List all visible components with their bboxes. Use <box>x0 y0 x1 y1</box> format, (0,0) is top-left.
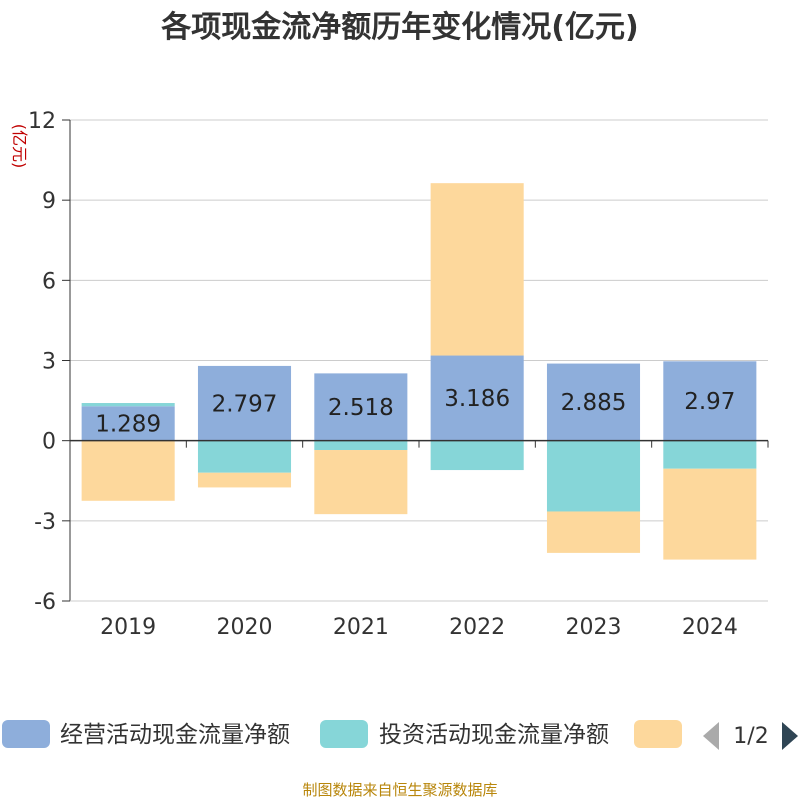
y-tick-label: -3 <box>34 510 56 535</box>
x-tick-label: 2020 <box>217 615 273 640</box>
bar-2019-s1 <box>81 403 175 407</box>
bar-2024-s1 <box>663 440 757 469</box>
bar-value-label: 2.797 <box>212 391 278 417</box>
bar-2022-s0 <box>430 355 524 441</box>
legend-prev-page-icon[interactable] <box>703 722 719 750</box>
bar-value-label: 3.186 <box>444 386 510 412</box>
legend-swatch-third <box>634 720 682 748</box>
legend-swatch-operating <box>2 720 50 748</box>
bar-labels: 1.289 2.797 2.518 3.186 2.885 2.97 <box>95 386 735 437</box>
legend-item-third[interactable] <box>634 720 682 748</box>
legend: 经营活动现金流量净额 投资活动现金流量净额 1/2 <box>2 720 798 750</box>
bar-2021-s0 <box>314 373 408 441</box>
bar-value-label: 2.97 <box>684 389 735 415</box>
x-tick-label: 2019 <box>100 615 156 640</box>
bar-2019-s0 <box>81 406 175 441</box>
legend-item-investing[interactable]: 投资活动现金流量净额 <box>320 720 609 748</box>
y-axis-unit: (亿元) <box>10 124 29 169</box>
source-note: 制图数据来自恒生聚源数据库 <box>302 781 497 799</box>
y-tick-labels: -6 -3 0 3 6 9 12 <box>28 109 56 615</box>
axes <box>62 119 769 602</box>
bar-2023-s2 <box>546 511 641 553</box>
x-tick-label: 2021 <box>333 615 389 640</box>
y-tick-label: 0 <box>42 430 56 455</box>
legend-label-investing: 投资活动现金流量净额 <box>379 722 609 748</box>
y-tick-label: 3 <box>42 350 56 375</box>
bar-2019-s2 <box>81 440 175 501</box>
x-tick-labels: 2019 2020 2021 2022 2023 2024 <box>100 615 738 640</box>
x-tick-label: 2024 <box>682 615 738 640</box>
y-tick-label: 6 <box>42 269 56 294</box>
bar-2021-s2 <box>314 450 408 515</box>
bar-value-label: 2.885 <box>561 390 627 416</box>
bar-2023-s1 <box>546 440 641 512</box>
legend-item-operating[interactable]: 经营活动现金流量净额 <box>2 720 290 748</box>
x-tick-label: 2022 <box>449 615 505 640</box>
y-tick-label: -6 <box>34 590 56 615</box>
y-tick-label: 9 <box>42 189 56 214</box>
legend-page-indicator: 1/2 <box>733 724 768 749</box>
bar-2022-s2 <box>430 183 524 356</box>
bar-value-label: 1.289 <box>95 411 161 437</box>
bar-2022-s1 <box>430 440 524 471</box>
chart-title: 各项现金流净额历年变化情况(亿元) <box>160 10 638 45</box>
bar-2023-s0 <box>546 363 641 441</box>
bar-series <box>81 183 757 560</box>
bar-2020-s2 <box>197 472 292 488</box>
bar-value-label: 2.518 <box>328 395 394 421</box>
x-tick-label: 2023 <box>566 615 622 640</box>
legend-label-operating: 经营活动现金流量净额 <box>60 722 290 748</box>
bar-2021-s1 <box>314 440 408 451</box>
legend-next-page-icon[interactable] <box>782 722 798 750</box>
bar-2024-s2 <box>663 468 757 560</box>
legend-swatch-investing <box>320 720 368 748</box>
bar-2020-s1 <box>197 440 292 473</box>
bar-2020-s0 <box>197 365 292 441</box>
bar-2024-s0 <box>663 361 757 441</box>
y-tick-label: 12 <box>28 109 56 134</box>
